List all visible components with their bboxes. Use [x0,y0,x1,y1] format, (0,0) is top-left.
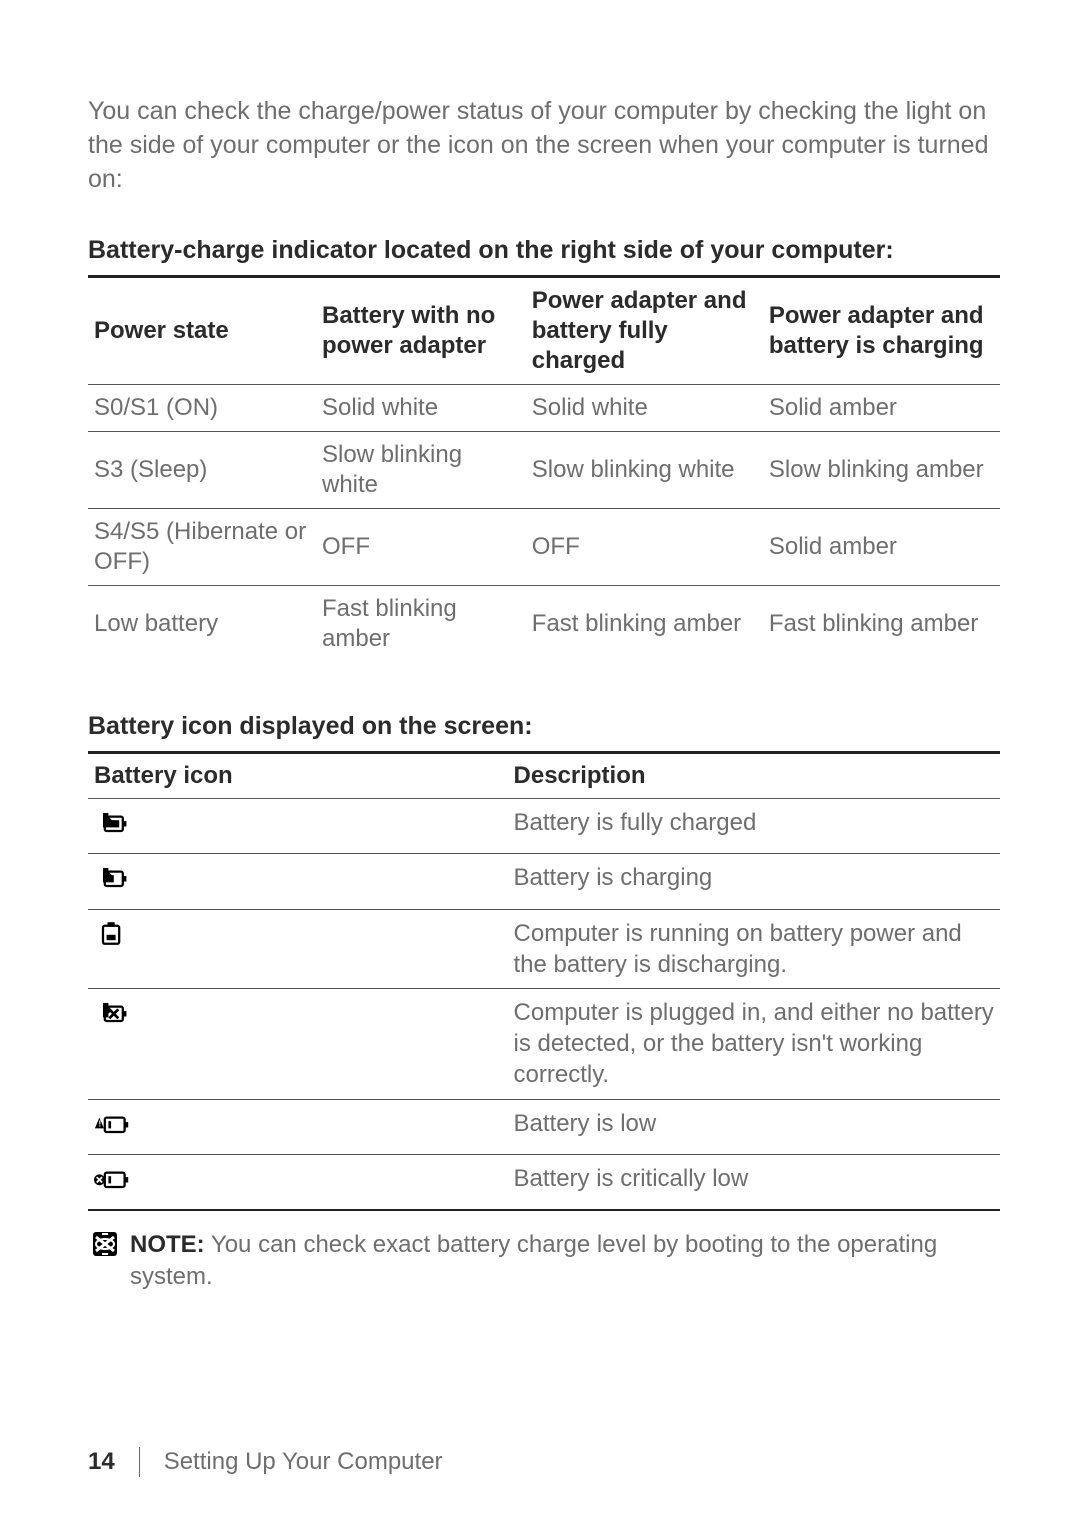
t2-r0d: Battery is fully charged [508,799,1000,854]
t2-h2: Description [508,753,1000,799]
t1-r2c2: OFF [526,509,763,586]
battery-critical-icon [88,1154,508,1210]
indicator-table: Power state Battery with no power adapte… [88,275,1000,662]
section1-title: Battery-charge indicator located on the … [88,236,1000,265]
t2-r1d: Battery is charging [508,854,1000,909]
footer-divider [139,1447,140,1477]
t1-r1c2: Slow blinking white [526,432,763,509]
t1-h2: Battery with no power adapter [316,277,526,385]
t1-r1c1: Slow blinking white [316,432,526,509]
note-label: NOTE: [130,1231,205,1258]
t1-r1c0: S3 (Sleep) [88,432,316,509]
svg-text:!: ! [99,1119,102,1128]
t2-r4d: Battery is low [508,1099,1000,1154]
t1-r3c2: Fast blinking amber [526,586,763,663]
t2-r2d: Computer is running on battery power and… [508,909,1000,988]
t1-r0c1: Solid white [316,385,526,432]
t1-r3c1: Fast blinking amber [316,586,526,663]
note-block: NOTE: You can check exact battery charge… [88,1229,1000,1294]
battery-low-icon: ! [88,1099,508,1154]
intro-text: You can check the charge/power status of… [88,95,1000,196]
t1-r0c3: Solid amber [763,385,1000,432]
battery-charging-plug-icon [88,854,508,909]
t1-r2c0: S4/S5 (Hibernate or OFF) [88,509,316,586]
t1-r3c0: Low battery [88,586,316,663]
t1-r0c2: Solid white [526,385,763,432]
t1-r2c1: OFF [316,509,526,586]
t2-r5d: Battery is critically low [508,1154,1000,1210]
note-icon [90,1229,120,1259]
t2-h1: Battery icon [88,753,508,799]
t2-r3d: Computer is plugged in, and either no ba… [508,989,1000,1100]
battery-error-plug-icon [88,989,508,1100]
section2-title: Battery icon displayed on the screen: [88,712,1000,741]
t1-h3: Power adapter and battery fully charged [526,277,763,385]
t1-h1: Power state [88,277,316,385]
footer-section: Setting Up Your Computer [164,1448,443,1476]
note-body: You can check exact battery charge level… [130,1231,937,1290]
t1-r3c3: Fast blinking amber [763,586,1000,663]
battery-discharge-icon [88,909,508,988]
t1-h4: Power adapter and battery is charging [763,277,1000,385]
t1-r1c3: Slow blinking amber [763,432,1000,509]
battery-icon-table: Battery icon Description Battery is full… [88,751,1000,1211]
page-number: 14 [88,1448,115,1476]
t1-r0c0: S0/S1 (ON) [88,385,316,432]
t1-r2c3: Solid amber [763,509,1000,586]
note-text: NOTE: You can check exact battery charge… [130,1229,1000,1294]
page-footer: 14 Setting Up Your Computer [88,1447,443,1477]
battery-full-plug-icon [88,799,508,854]
